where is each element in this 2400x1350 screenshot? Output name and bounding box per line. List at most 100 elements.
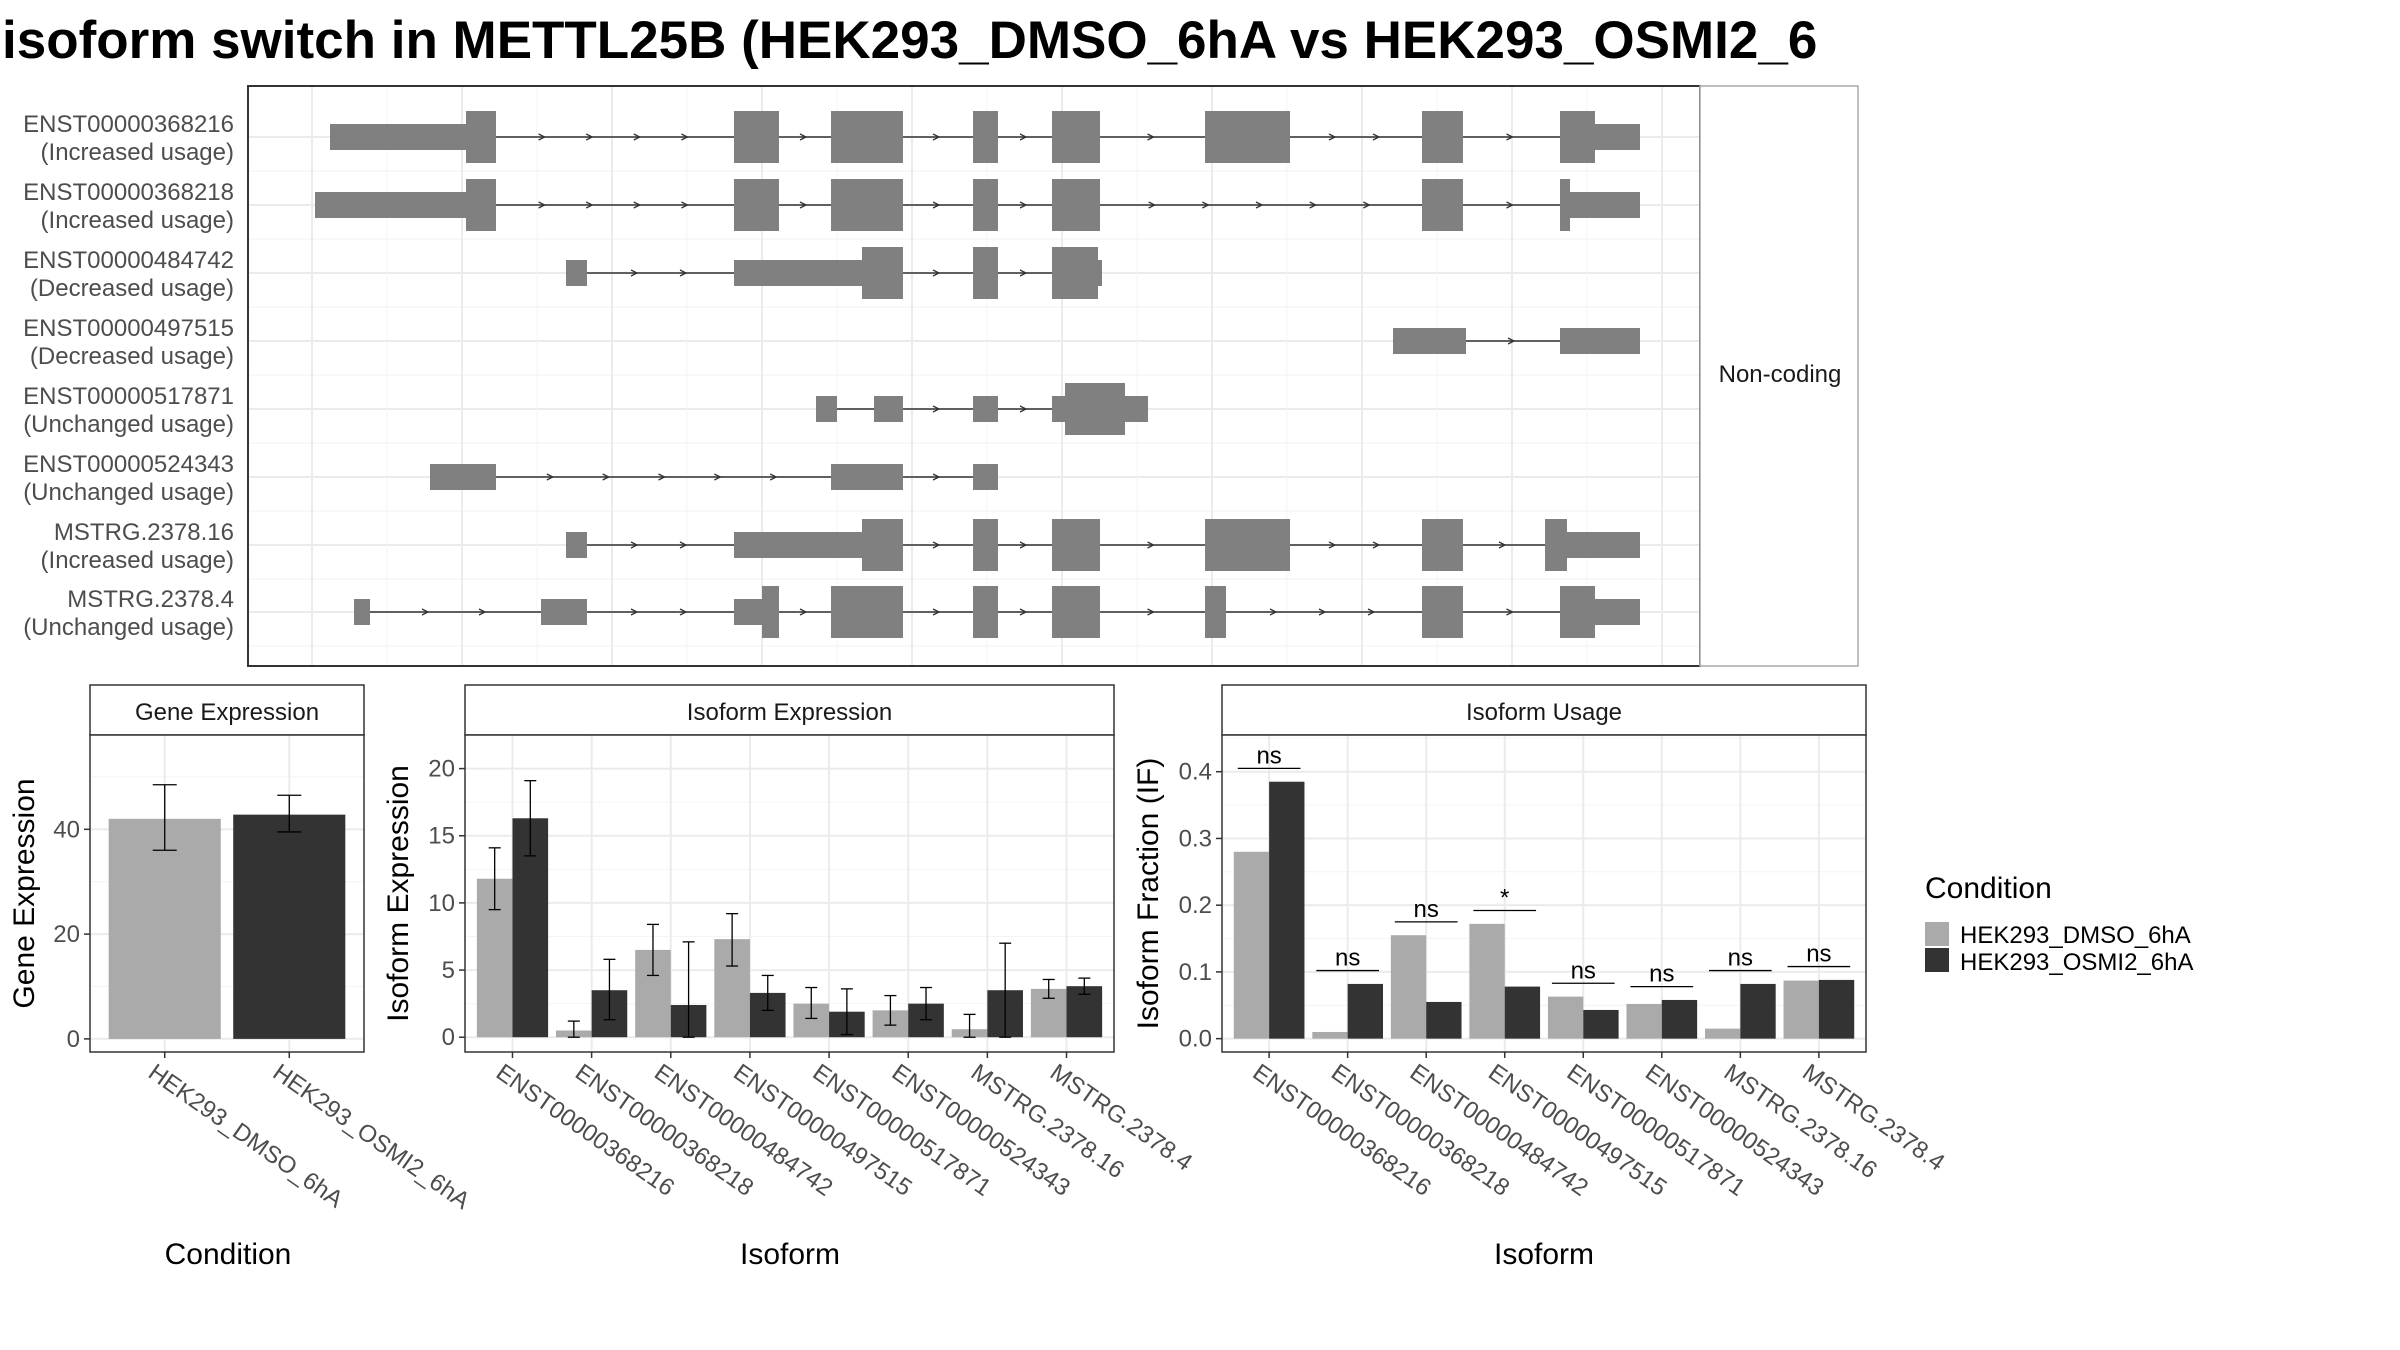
utr-exon [330,124,466,150]
intron-arrow [1309,201,1318,209]
panel-strip-label: Isoform Expression [687,699,892,726]
bar [108,818,221,1039]
significance-label: ns [1414,896,1439,923]
bar [1661,999,1698,1039]
y-tick-label: 0.1 [1179,959,1212,986]
structure-strip [1699,85,1859,667]
coding-exon [831,179,903,231]
intron-arrow [633,201,642,209]
intron-arrow [1506,201,1514,209]
coding-exon [973,179,998,231]
utr-exon [430,464,496,490]
y-tick-label: 0.2 [1179,892,1212,919]
y-tick-label: 5 [442,957,455,984]
bar [1818,979,1855,1039]
structure-strip-label: Non-coding [1719,361,1842,388]
utr-exon [1567,532,1640,558]
intron-arrow [1202,201,1210,209]
bar [1705,1028,1741,1039]
significance-label: * [1500,885,1509,912]
intron-arrow [1328,541,1337,549]
coding-exon [831,111,903,163]
intron-arrow [932,133,941,141]
y-tick-label: 10 [428,890,455,917]
utr-exon [973,464,998,490]
utr-exon [541,599,587,625]
intron-arrow [1363,201,1371,209]
intron-arrow [1148,201,1157,209]
intron-arrow [679,608,688,616]
intron-arrow [932,405,941,413]
panel-border [89,734,365,1053]
coding-exon [734,111,779,163]
intron-arrow [1498,541,1507,549]
intron-arrow [546,473,555,481]
bar-panel-0: Gene Expression02040HEK293_DMSO_6hAHEK29… [8,684,475,1271]
intron-arrow [1367,608,1376,616]
utr-exon [354,599,370,625]
coding-exon [973,111,998,163]
coding-exon [1052,586,1100,638]
y-axis-title: Isoform Expression [382,765,415,1022]
legend-label-osmi: HEK293_OSMI2_6hA [1960,949,2193,976]
intron-arrow [1019,269,1028,277]
utr-exon [874,396,903,422]
coding-exon [1065,383,1125,435]
significance-label: ns [1256,742,1281,769]
intron-arrow [478,608,487,616]
coding-exon [1052,111,1100,163]
coding-exon [862,519,903,571]
bar [1269,781,1305,1039]
intron-arrow [538,201,547,209]
utr-exon [315,192,466,218]
bar [1783,980,1819,1039]
coding-exon [1052,179,1100,231]
coding-exon [734,179,779,231]
intron-arrow [799,133,808,141]
bar [233,814,346,1039]
intron-arrow [1147,608,1155,616]
x-axis-title: Condition [165,1238,292,1271]
bar [1347,983,1383,1039]
intron-arrow [633,133,642,141]
x-axis-title: Isoform [1494,1238,1594,1271]
intron-arrow [1328,133,1337,141]
coding-exon [1560,111,1595,163]
intron-arrow [769,473,778,481]
utr-exon [1098,260,1102,286]
coding-exon [831,586,903,638]
isoform-usage-label: (Increased usage) [41,547,234,574]
isoform-usage-label: (Increased usage) [41,207,234,234]
bar [1740,983,1776,1039]
intron-arrow [1019,405,1028,413]
intron-arrow [1255,201,1264,209]
structure-exons [315,111,1640,638]
y-axis-title: Isoform Fraction (IF) [1132,758,1165,1030]
structure-panel: Non-coding ENST00000368216(Increased usa… [23,85,1859,667]
bar [1312,1031,1348,1039]
isoform-usage-label: (Decreased usage) [30,343,234,370]
coding-exon [466,179,496,231]
significance-label: ns [1806,941,1831,968]
coding-exon [1422,179,1463,231]
intron-arrow [932,269,941,277]
intron-arrow [932,541,941,549]
intron-arrow [932,201,941,209]
intron-arrow [630,541,639,549]
intron-arrow [679,269,688,277]
intron-arrow [799,201,808,209]
coding-exon [1205,586,1226,638]
intron-arrow [602,473,611,481]
intron-arrow [1269,608,1278,616]
utr-exon [734,599,762,625]
isoform-id-label: MSTRG.2378.16 [54,519,234,546]
intron-arrow [681,201,689,209]
intron-arrow [1372,541,1381,549]
coding-exon [973,519,998,571]
y-tick-label: 0.0 [1179,1026,1212,1053]
intron-arrow [658,473,666,481]
coding-exon [973,247,998,299]
coding-exon [1422,586,1463,638]
utr-exon [566,260,587,286]
intron-arrow [932,473,941,481]
